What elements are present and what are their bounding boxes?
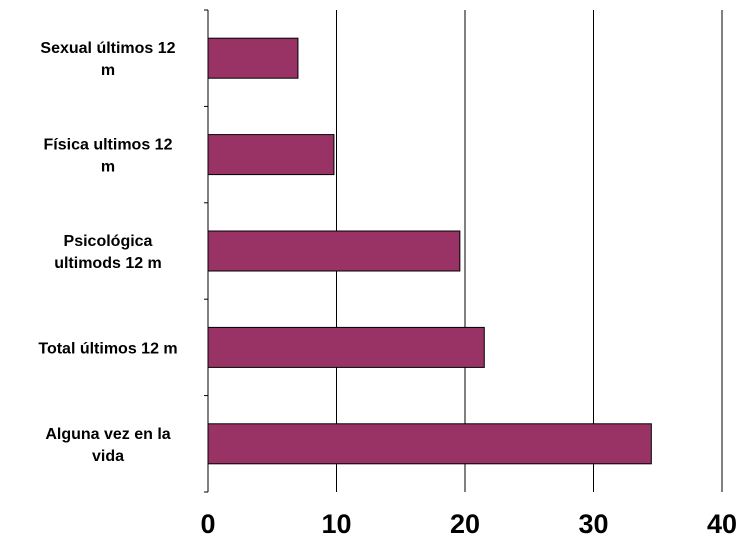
category-label-4: Alguna vez en la vida [45,426,170,465]
x-tick-label-30: 30 [578,509,608,539]
bar-3 [207,326,485,368]
category-labels: Sexual últimos 12 m Física ultimos 12 m Psic… [38,40,177,465]
category-label-0: Sexual últimos 12 m [40,40,175,79]
y-axis-ticks [204,9,208,493]
category-label-1: Física ultimos 12 m [44,137,173,176]
bars [207,37,652,465]
x-tick-label-0: 0 [200,509,215,539]
bar-1 [207,134,335,176]
x-tick-label-40: 40 [707,509,737,539]
bar-4 [207,423,652,465]
category-label-2: Psicológica ultimods 12 m [54,233,162,272]
x-tick-label-20: 20 [450,509,480,539]
x-axis-tick-labels: 0 10 20 30 40 [200,509,737,539]
bar-0 [207,37,299,79]
bar-2 [207,230,461,272]
category-label-3: Total últimos 12 m [38,340,177,357]
x-tick-label-10: 10 [321,509,351,539]
